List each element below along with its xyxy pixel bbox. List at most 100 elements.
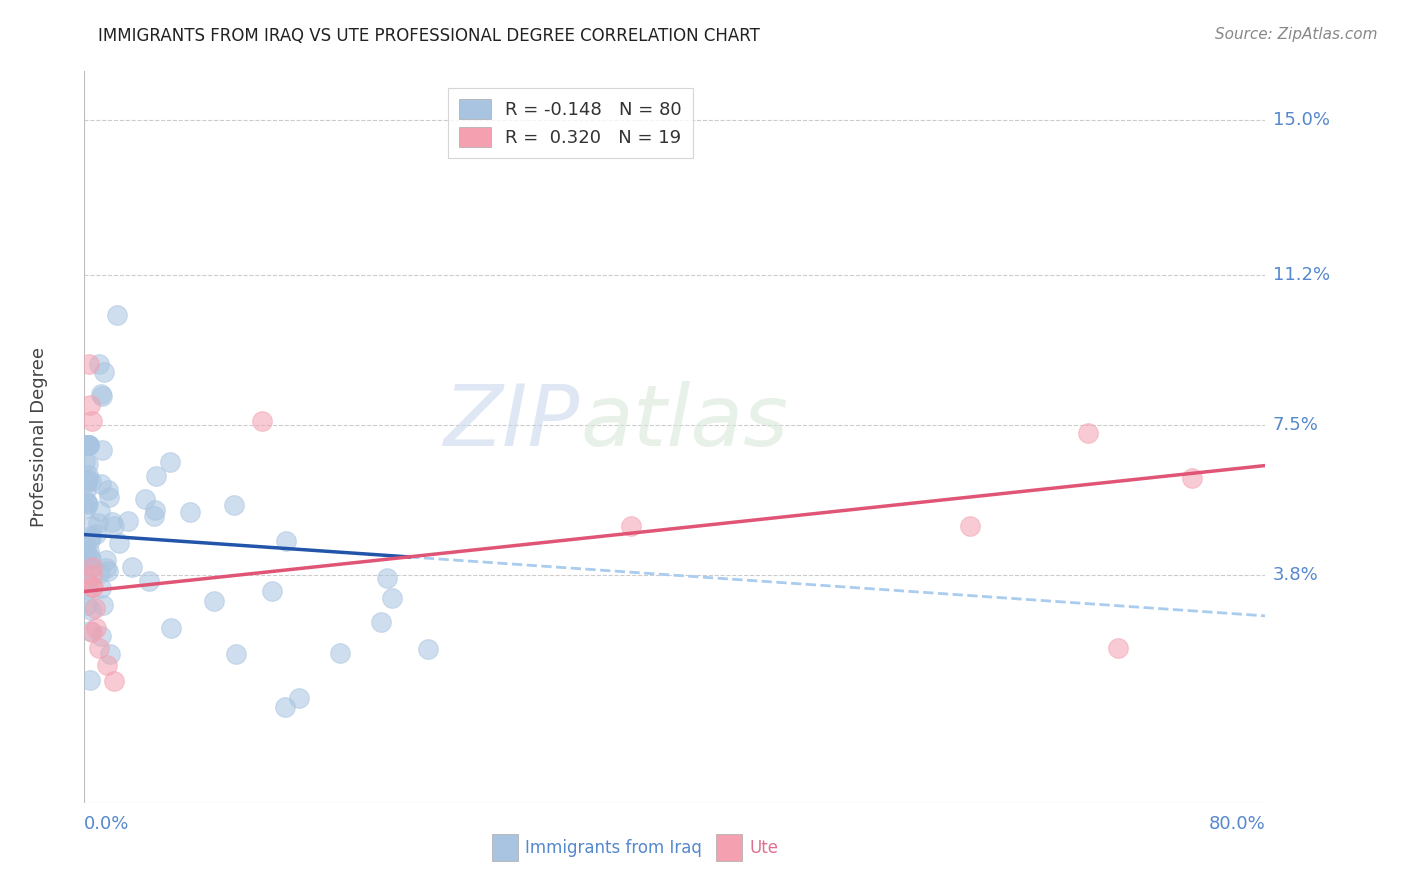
Text: Source: ZipAtlas.com: Source: ZipAtlas.com bbox=[1215, 27, 1378, 42]
Point bbox=[89, 566, 111, 580]
Point bbox=[103, 673, 125, 688]
Text: Professional Degree: Professional Degree bbox=[31, 347, 48, 527]
Point bbox=[97, 490, 120, 504]
Point bbox=[77, 438, 100, 452]
Point bbox=[89, 504, 111, 518]
Point bbox=[80, 568, 103, 582]
Point bbox=[260, 583, 283, 598]
Point bbox=[76, 457, 98, 471]
Point bbox=[329, 646, 352, 660]
Point bbox=[224, 498, 246, 512]
Point bbox=[79, 398, 101, 412]
Text: 15.0%: 15.0% bbox=[1272, 112, 1330, 129]
Point bbox=[79, 550, 101, 565]
Point bbox=[90, 386, 112, 401]
Point bbox=[274, 700, 297, 714]
Point bbox=[179, 504, 201, 518]
Point bbox=[73, 438, 96, 452]
Point bbox=[77, 566, 100, 581]
Point bbox=[416, 642, 439, 657]
Point bbox=[77, 357, 100, 371]
Text: ZIP: ZIP bbox=[444, 381, 581, 464]
Point bbox=[90, 582, 112, 596]
Point bbox=[1181, 471, 1204, 485]
Point bbox=[76, 575, 98, 590]
Point bbox=[93, 365, 115, 379]
Point bbox=[84, 526, 107, 541]
Point bbox=[90, 629, 112, 643]
Point bbox=[75, 543, 97, 558]
Point bbox=[75, 483, 97, 497]
Point bbox=[80, 529, 103, 543]
Point bbox=[105, 308, 128, 322]
Point bbox=[87, 516, 110, 530]
Point bbox=[79, 624, 101, 638]
Point bbox=[77, 438, 100, 452]
Point bbox=[84, 621, 107, 635]
Point bbox=[108, 536, 131, 550]
Point bbox=[1107, 641, 1129, 656]
Point bbox=[287, 691, 309, 706]
Point bbox=[274, 534, 297, 549]
Point bbox=[77, 468, 100, 483]
Point bbox=[80, 519, 103, 533]
Point bbox=[76, 598, 98, 612]
Point bbox=[90, 442, 112, 457]
Point bbox=[87, 641, 111, 656]
Point bbox=[80, 552, 103, 566]
Point bbox=[97, 483, 120, 498]
Text: 3.8%: 3.8% bbox=[1272, 566, 1319, 584]
Point bbox=[73, 552, 96, 566]
Text: 7.5%: 7.5% bbox=[1272, 416, 1319, 434]
Point bbox=[1077, 425, 1099, 440]
Point bbox=[138, 574, 160, 589]
Point bbox=[80, 625, 103, 640]
Point bbox=[121, 560, 143, 574]
Point bbox=[79, 533, 101, 547]
Point bbox=[73, 545, 96, 559]
Point bbox=[159, 455, 181, 469]
Point bbox=[620, 519, 643, 533]
Point bbox=[145, 469, 167, 483]
Text: 11.2%: 11.2% bbox=[1272, 266, 1330, 284]
Text: Immigrants from Iraq: Immigrants from Iraq bbox=[524, 839, 702, 857]
Point bbox=[91, 598, 114, 612]
Point bbox=[117, 514, 139, 528]
Point bbox=[76, 494, 98, 508]
Point bbox=[77, 438, 100, 452]
Point bbox=[77, 497, 100, 511]
Point bbox=[202, 594, 225, 608]
Point bbox=[80, 560, 103, 574]
Point bbox=[82, 581, 104, 595]
Point bbox=[73, 455, 96, 469]
Point bbox=[90, 389, 112, 403]
Point bbox=[96, 552, 118, 566]
Point bbox=[90, 477, 112, 491]
Point bbox=[143, 503, 166, 517]
FancyBboxPatch shape bbox=[492, 833, 517, 862]
Point bbox=[96, 657, 118, 672]
Text: atlas: atlas bbox=[581, 381, 789, 464]
Point bbox=[80, 603, 103, 617]
Point bbox=[98, 647, 121, 661]
Point bbox=[370, 615, 392, 629]
Text: IMMIGRANTS FROM IRAQ VS UTE PROFESSIONAL DEGREE CORRELATION CHART: IMMIGRANTS FROM IRAQ VS UTE PROFESSIONAL… bbox=[98, 27, 761, 45]
Text: 80.0%: 80.0% bbox=[1209, 815, 1265, 833]
Point bbox=[79, 543, 101, 558]
Point bbox=[160, 621, 183, 635]
Point bbox=[250, 414, 273, 428]
Text: Ute: Ute bbox=[749, 839, 779, 857]
Point bbox=[83, 600, 105, 615]
Point bbox=[103, 519, 125, 533]
Point bbox=[225, 647, 247, 661]
Point bbox=[87, 357, 110, 371]
Point bbox=[75, 500, 97, 515]
Point bbox=[76, 475, 98, 489]
Legend: R = -0.148   N = 80, R =  0.320   N = 19: R = -0.148 N = 80, R = 0.320 N = 19 bbox=[447, 87, 693, 158]
Point bbox=[75, 556, 97, 570]
Point bbox=[94, 561, 117, 575]
Point bbox=[375, 571, 398, 585]
Point bbox=[76, 496, 98, 510]
Point bbox=[75, 533, 97, 548]
Point bbox=[134, 491, 156, 506]
